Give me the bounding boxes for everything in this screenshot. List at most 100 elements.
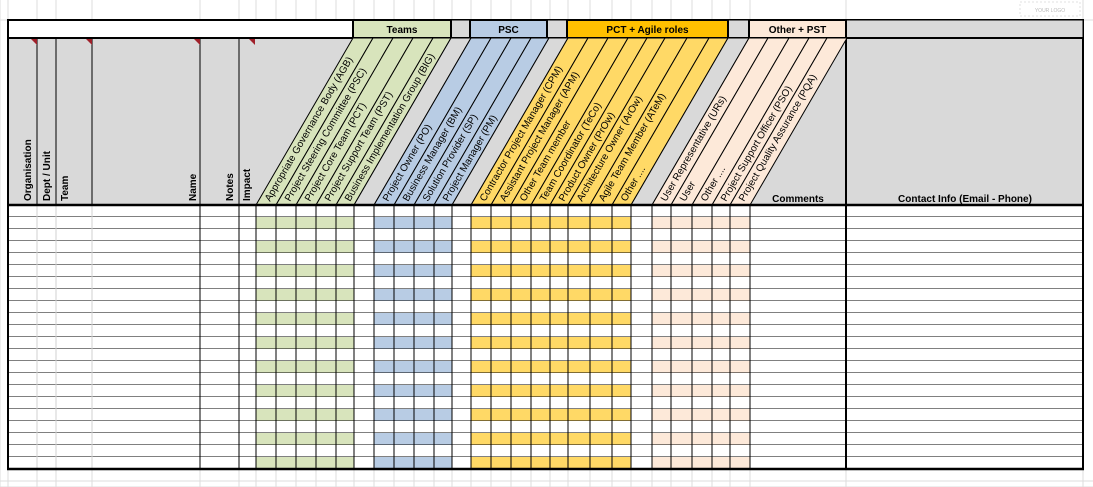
table-cell[interactable]: [471, 445, 491, 457]
table-cell[interactable]: [568, 325, 590, 337]
table-cell[interactable]: [671, 265, 692, 277]
table-cell[interactable]: [652, 313, 671, 325]
table-cell[interactable]: [394, 253, 414, 265]
table-cell[interactable]: [550, 301, 568, 313]
table-cell[interactable]: [652, 361, 671, 373]
table-cell[interactable]: [531, 241, 550, 253]
table-cell[interactable]: [296, 253, 316, 265]
table-cell[interactable]: [568, 337, 590, 349]
table-cell[interactable]: [354, 253, 374, 265]
table-cell[interactable]: [374, 205, 394, 217]
table-cell[interactable]: [414, 349, 434, 361]
table-cell[interactable]: [671, 337, 692, 349]
table-cell[interactable]: [692, 433, 712, 445]
table-cell[interactable]: [374, 385, 394, 397]
table-cell[interactable]: [750, 361, 846, 373]
table-cell[interactable]: [846, 289, 1083, 301]
table-cell[interactable]: [652, 217, 671, 229]
table-cell[interactable]: [692, 325, 712, 337]
table-cell[interactable]: [846, 241, 1083, 253]
table-cell[interactable]: [200, 349, 239, 361]
table-cell[interactable]: [8, 373, 37, 385]
table-cell[interactable]: [612, 349, 631, 361]
table-cell[interactable]: [671, 385, 692, 397]
table-cell[interactable]: [374, 217, 394, 229]
table-cell[interactable]: [296, 229, 316, 241]
table-cell[interactable]: [256, 313, 276, 325]
table-cell[interactable]: [434, 241, 452, 253]
table-cell[interactable]: [531, 253, 550, 265]
table-cell[interactable]: [239, 385, 256, 397]
table-cell[interactable]: [8, 277, 37, 289]
table-cell[interactable]: [336, 301, 354, 313]
table-cell[interactable]: [296, 265, 316, 277]
table-cell[interactable]: [434, 457, 452, 469]
table-cell[interactable]: [200, 433, 239, 445]
table-cell[interactable]: [712, 433, 730, 445]
table-cell[interactable]: [37, 433, 56, 445]
table-cell[interactable]: [200, 361, 239, 373]
table-cell[interactable]: [692, 253, 712, 265]
table-cell[interactable]: [692, 385, 712, 397]
table-cell[interactable]: [471, 217, 491, 229]
table-cell[interactable]: [692, 289, 712, 301]
table-cell[interactable]: [276, 397, 296, 409]
table-cell[interactable]: [256, 433, 276, 445]
table-cell[interactable]: [56, 217, 92, 229]
table-cell[interactable]: [394, 205, 414, 217]
table-cell[interactable]: [239, 229, 256, 241]
table-cell[interactable]: [612, 301, 631, 313]
table-cell[interactable]: [200, 277, 239, 289]
table-cell[interactable]: [590, 325, 612, 337]
table-cell[interactable]: [452, 349, 471, 361]
table-cell[interactable]: [846, 313, 1083, 325]
table-cell[interactable]: [276, 313, 296, 325]
table-cell[interactable]: [631, 229, 652, 241]
table-cell[interactable]: [8, 265, 37, 277]
table-cell[interactable]: [612, 421, 631, 433]
table-cell[interactable]: [671, 229, 692, 241]
table-cell[interactable]: [692, 421, 712, 433]
table-cell[interactable]: [316, 361, 336, 373]
table-cell[interactable]: [590, 265, 612, 277]
table-cell[interactable]: [414, 277, 434, 289]
table-cell[interactable]: [239, 421, 256, 433]
table-cell[interactable]: [276, 265, 296, 277]
table-cell[interactable]: [531, 337, 550, 349]
table-cell[interactable]: [414, 289, 434, 301]
table-cell[interactable]: [56, 289, 92, 301]
table-cell[interactable]: [276, 217, 296, 229]
table-cell[interactable]: [256, 241, 276, 253]
table-cell[interactable]: [750, 337, 846, 349]
table-cell[interactable]: [452, 361, 471, 373]
table-cell[interactable]: [671, 373, 692, 385]
table-cell[interactable]: [692, 205, 712, 217]
table-cell[interactable]: [846, 349, 1083, 361]
table-cell[interactable]: [550, 421, 568, 433]
table-cell[interactable]: [394, 313, 414, 325]
table-cell[interactable]: [750, 349, 846, 361]
table-cell[interactable]: [712, 349, 730, 361]
table-cell[interactable]: [491, 421, 511, 433]
table-cell[interactable]: [511, 265, 531, 277]
table-cell[interactable]: [316, 301, 336, 313]
table-cell[interactable]: [239, 301, 256, 313]
table-cell[interactable]: [550, 433, 568, 445]
table-cell[interactable]: [590, 205, 612, 217]
table-cell[interactable]: [56, 241, 92, 253]
table-cell[interactable]: [276, 277, 296, 289]
table-cell[interactable]: [56, 373, 92, 385]
table-cell[interactable]: [590, 385, 612, 397]
table-cell[interactable]: [316, 277, 336, 289]
table-cell[interactable]: [8, 349, 37, 361]
table-cell[interactable]: [296, 349, 316, 361]
table-cell[interactable]: [712, 385, 730, 397]
table-cell[interactable]: [590, 421, 612, 433]
table-cell[interactable]: [568, 301, 590, 313]
table-cell[interactable]: [652, 301, 671, 313]
table-cell[interactable]: [491, 265, 511, 277]
table-cell[interactable]: [56, 385, 92, 397]
table-cell[interactable]: [730, 445, 750, 457]
table-cell[interactable]: [511, 337, 531, 349]
table-cell[interactable]: [8, 361, 37, 373]
